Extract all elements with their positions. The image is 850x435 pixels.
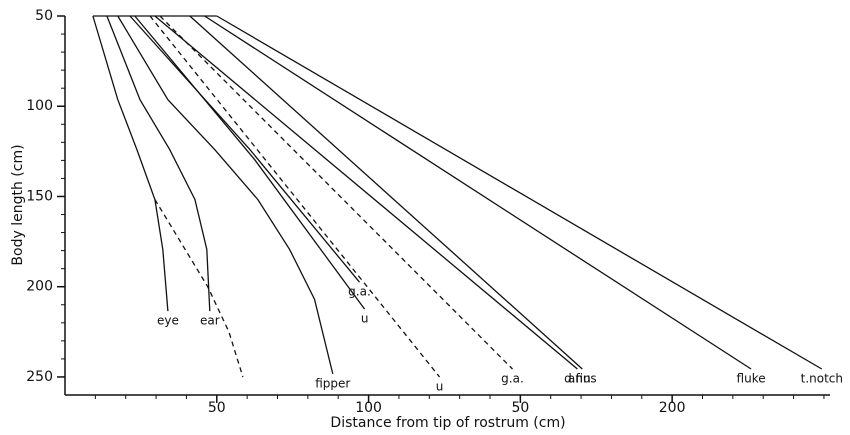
- curve: [159, 15, 513, 370]
- x-tick-label: 100: [355, 400, 382, 416]
- line-label: u: [361, 312, 369, 326]
- y-axis-title: Body length (cm): [10, 144, 26, 265]
- curve: [154, 199, 244, 378]
- curve: [154, 15, 578, 370]
- line-label: ear: [200, 314, 220, 328]
- line-label: g.a.: [501, 372, 524, 386]
- line-label: anus: [568, 372, 597, 386]
- curve: [117, 15, 334, 375]
- curve: [204, 15, 752, 370]
- line-label: t.notch: [801, 372, 843, 386]
- y-tick-label: 200: [26, 279, 53, 295]
- line-label: fipper: [315, 376, 350, 390]
- curve: [216, 15, 823, 370]
- curve: [129, 15, 361, 283]
- y-tick-label: 150: [26, 188, 53, 204]
- x-tick-label: 200: [659, 400, 686, 416]
- line-label: u: [436, 379, 444, 393]
- curve: [134, 15, 366, 310]
- curve: [92, 15, 169, 312]
- y-tick-label: 250: [26, 369, 53, 385]
- curve: [106, 15, 211, 312]
- x-axis-title: Distance from tip of rostrum (cm): [330, 415, 565, 431]
- line-label: fluke: [737, 372, 766, 386]
- x-tick-label: 50: [511, 400, 529, 416]
- y-tick-label: 100: [26, 98, 53, 114]
- line-label: d.fin: [564, 372, 591, 386]
- curve: [189, 15, 583, 370]
- y-tick-label: 50: [35, 8, 53, 24]
- x-tick-label: 50: [208, 400, 226, 416]
- line-label: eye: [157, 314, 179, 328]
